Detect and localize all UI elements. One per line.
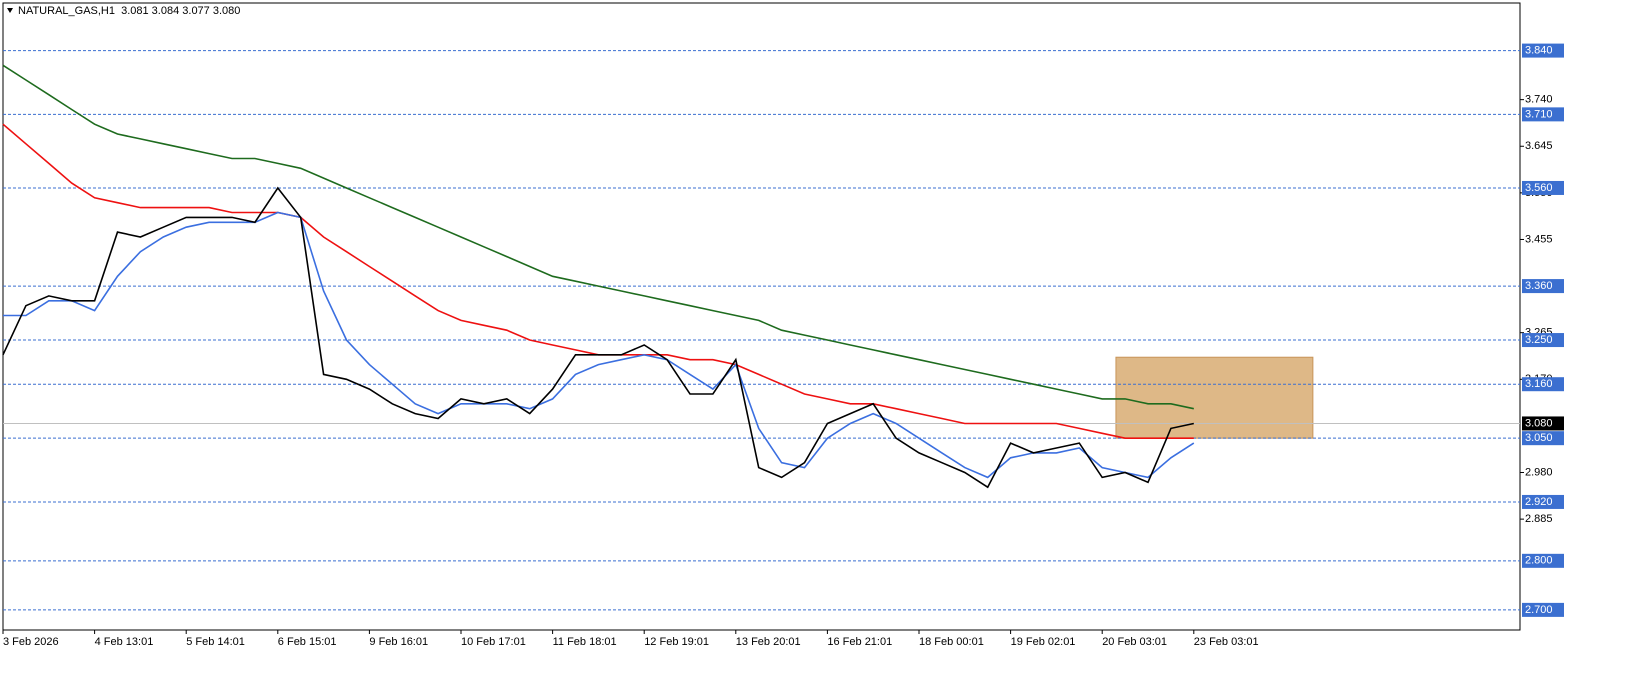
x-tick-label: 5 Feb 14:01 [186, 636, 245, 648]
level-label-bg [1522, 107, 1564, 122]
y-tick-label: 2.980 [1525, 466, 1553, 478]
x-tick-label: 19 Feb 02:01 [1011, 636, 1076, 648]
level-label: 3.050 [1525, 432, 1553, 444]
x-tick-label: 3 Feb 2026 [3, 636, 59, 648]
level-label-bg [1522, 333, 1564, 348]
level-label-bg [1522, 180, 1564, 195]
last-price-bg [1522, 416, 1564, 431]
level-label-bg [1522, 494, 1564, 509]
zone [1115, 356, 1314, 439]
x-tick-label: 11 Feb 18:01 [553, 636, 617, 648]
level-label: 3.710 [1525, 108, 1553, 120]
level-label-bg [1522, 279, 1564, 294]
series-line [2, 186, 1194, 489]
plot-frame [2, 2, 1521, 631]
level-label: 2.800 [1525, 555, 1553, 567]
series-line [2, 64, 1194, 410]
x-tick-label: 13 Feb 20:01 [736, 636, 801, 648]
level-label-bg [1522, 377, 1564, 392]
level-label-bg [1522, 602, 1564, 617]
x-tick-label: 12 Feb 19:01 [644, 636, 709, 648]
x-tick-label: 9 Feb 16:01 [369, 636, 428, 648]
level-label: 3.160 [1525, 378, 1553, 390]
y-tick-label: 3.740 [1525, 94, 1553, 106]
x-tick-label: 10 Feb 17:01 [461, 636, 526, 648]
x-tick-label: 4 Feb 13:01 [95, 636, 154, 648]
y-tick-label: 3.455 [1525, 233, 1553, 245]
series-line [3, 211, 1195, 479]
level-label-bg [1522, 43, 1564, 58]
level-label: 2.700 [1525, 604, 1553, 616]
level-label: 3.250 [1525, 334, 1553, 346]
menu-arrow [7, 8, 13, 13]
level-label: 2.920 [1525, 496, 1553, 508]
level-label: 3.560 [1525, 182, 1553, 194]
y-tick-label: 3.645 [1525, 140, 1553, 152]
x-tick-label: 23 Feb 03:01 [1194, 636, 1259, 648]
last-price-label: 3.080 [1525, 417, 1553, 429]
x-tick-label: 16 Feb 21:01 [827, 636, 892, 648]
chart-header: NATURAL_GAS,H1 3.081 3.084 3.077 3.080 [18, 5, 240, 17]
level-label-bg [1522, 431, 1564, 446]
level-label-bg [1522, 553, 1564, 568]
level-label: 3.360 [1525, 280, 1553, 292]
x-tick-label: 20 Feb 03:01 [1102, 636, 1167, 648]
x-tick-label: 6 Feb 15:01 [278, 636, 337, 648]
x-tick-label: 18 Feb 00:01 [919, 636, 984, 648]
series-line [2, 123, 1194, 439]
level-label: 3.840 [1525, 44, 1553, 56]
y-tick-label: 2.885 [1525, 513, 1553, 525]
